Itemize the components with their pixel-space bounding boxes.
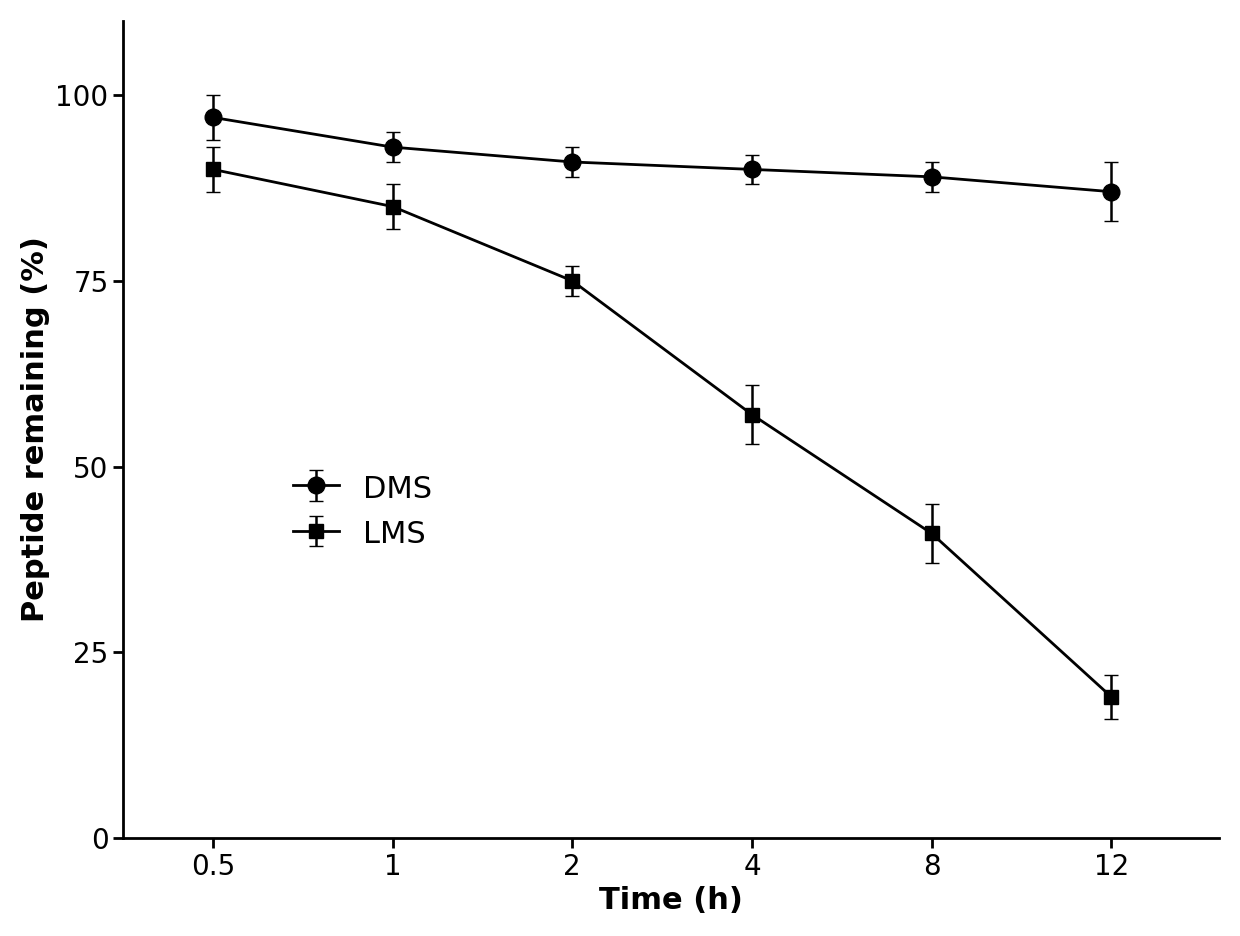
Legend: DMS, LMS: DMS, LMS	[281, 461, 445, 562]
X-axis label: Time (h): Time (h)	[599, 886, 743, 915]
Y-axis label: Peptide remaining (%): Peptide remaining (%)	[21, 237, 50, 622]
